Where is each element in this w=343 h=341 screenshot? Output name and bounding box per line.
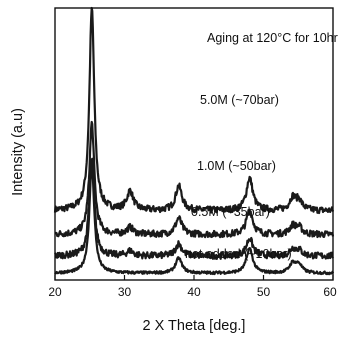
x-tick-label: 20 xyxy=(48,285,62,299)
x-tick-label: 40 xyxy=(187,285,201,299)
series-line-0 xyxy=(53,6,335,215)
series-label-05m: 0.5M (~35bar) xyxy=(191,205,270,219)
series-label-5m: 5.0M (~70bar) xyxy=(200,93,279,107)
x-axis-label: 2 X Theta [deg.] xyxy=(143,318,246,334)
x-tick-label: 30 xyxy=(118,285,132,299)
series-line-3 xyxy=(54,163,335,276)
x-axis-ticks: 20 30 40 50 60 xyxy=(48,275,337,299)
series-line-1 xyxy=(54,120,335,239)
series-label-none: not added (~10bar) xyxy=(185,247,292,261)
series-label-1m: 1.0M (~50bar) xyxy=(197,159,276,173)
x-tick-label: 50 xyxy=(257,285,271,299)
series-line-2 xyxy=(54,157,334,260)
series-layer xyxy=(53,6,335,276)
annotation-label: Aging at 120°C for 10hr xyxy=(207,31,338,45)
x-tick-label: 60 xyxy=(323,285,337,299)
y-axis-label: Intensity (a.u) xyxy=(10,108,26,196)
